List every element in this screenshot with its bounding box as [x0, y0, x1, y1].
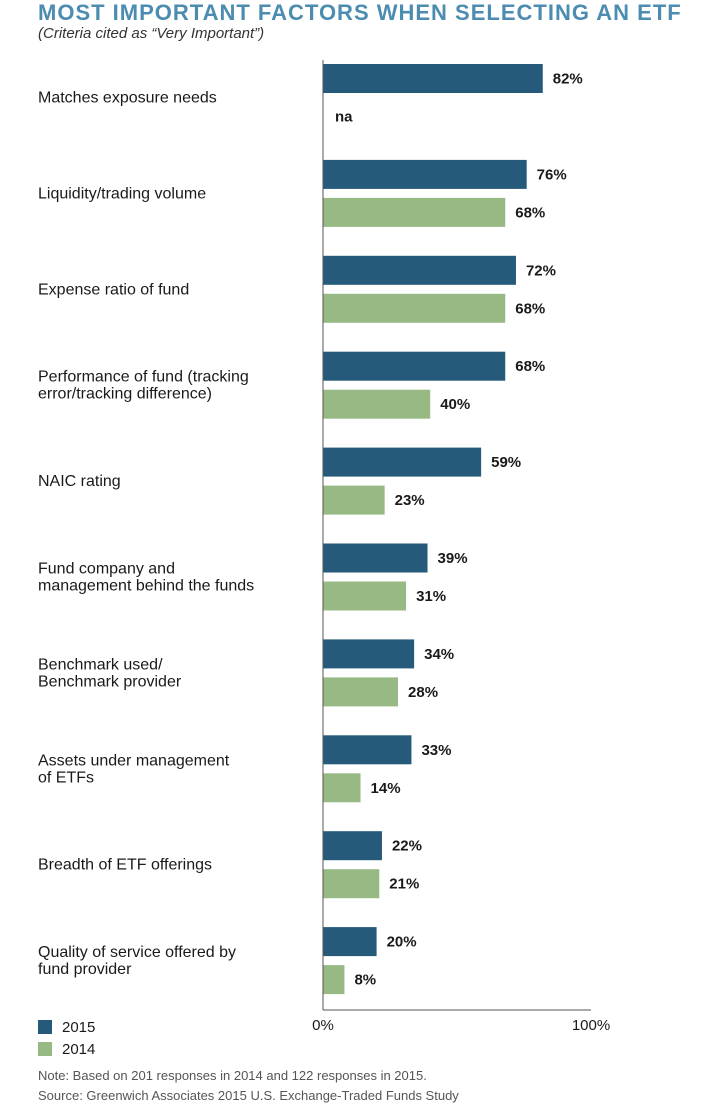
bar-2014	[323, 293, 506, 323]
legend-label-2015: 2015	[62, 1018, 96, 1036]
legend-label-2014: 2014	[62, 1040, 96, 1058]
data-label-2014: 21%	[389, 876, 419, 893]
category-label: Breadth of ETF offerings	[38, 857, 212, 874]
footnote: Note: Based on 201 responses in 2014 and…	[38, 1066, 459, 1106]
chart-title: MOST IMPORTANT FACTORS WHEN SELECTING AN…	[38, 0, 682, 25]
footnote-note: Note: Based on 201 responses in 2014 and…	[38, 1068, 427, 1083]
data-label-2015: 72%	[526, 262, 556, 279]
data-label-2014: 40%	[440, 396, 470, 413]
bar-2015	[323, 639, 415, 669]
category-label: Liquidity/trading volume	[38, 185, 206, 202]
data-label-2015: 68%	[515, 358, 545, 375]
bar-2014	[323, 389, 431, 419]
bar-2015	[323, 159, 527, 189]
category-label: Performance of fund (tracking error/track…	[38, 369, 249, 403]
data-label-2014: 68%	[515, 204, 545, 221]
data-label-2015: 34%	[424, 646, 454, 663]
data-label-2014: 8%	[354, 972, 376, 989]
data-label-2014: 28%	[408, 684, 438, 701]
bar-2015	[323, 64, 543, 93]
data-label-2014: 23%	[395, 492, 425, 509]
legend-item-2014: 2014	[38, 1038, 95, 1060]
bar-2014	[323, 197, 506, 227]
x-tick-label: 0%	[312, 1017, 334, 1034]
category-label: Matches exposure needs	[38, 90, 217, 107]
category-label: Fund company and management behind the fu…	[38, 561, 254, 595]
bar-2015	[323, 351, 506, 381]
data-label-2015: 20%	[387, 934, 417, 951]
legend-swatch-2015	[38, 1020, 52, 1034]
bar-2014	[323, 677, 399, 707]
category-label: Expense ratio of fund	[38, 281, 189, 298]
legend-swatch-2014	[38, 1042, 52, 1056]
category-label: NAIC rating	[38, 473, 121, 490]
bar-2015	[323, 255, 516, 285]
bar-chart: Matches exposure needs 82% na Liquidity/tra…	[38, 60, 610, 1034]
bar-2015	[323, 831, 382, 861]
bar-2014	[323, 581, 407, 611]
bar-2015	[323, 543, 428, 573]
data-label-2015: 82%	[553, 71, 583, 88]
legend-item-2015: 2015	[38, 1016, 95, 1038]
footnote-source: Source: Greenwich Associates 2015 U.S. E…	[38, 1088, 459, 1103]
category-label: Assets under management of ETFs	[38, 752, 230, 786]
chart-subtitle: (Criteria cited as “Very Important”)	[38, 25, 265, 42]
bar-2014	[323, 485, 385, 515]
data-label-2014: 14%	[371, 780, 401, 797]
category-label: Benchmark used/Benchmark provider	[38, 656, 182, 690]
data-label-2014: 68%	[515, 300, 545, 317]
bar-2015	[323, 927, 377, 957]
data-label-2015: 33%	[421, 742, 451, 759]
data-label-2014: 31%	[416, 588, 446, 605]
bar-2015	[323, 447, 482, 477]
legend: 2015 2014	[38, 1016, 95, 1060]
bar-2014	[323, 965, 345, 995]
bar-2014	[323, 869, 380, 899]
x-tick-label: 100%	[572, 1017, 610, 1034]
data-label-2015: 39%	[438, 550, 468, 567]
data-label-2015: 76%	[537, 166, 567, 183]
bar-2015	[323, 735, 412, 765]
data-label-2014: na	[335, 109, 353, 126]
data-label-2015: 22%	[392, 838, 422, 855]
category-label: Quality of service offered by fund provid…	[38, 944, 236, 978]
data-label-2015: 59%	[491, 454, 521, 471]
bar-2014	[323, 773, 361, 803]
